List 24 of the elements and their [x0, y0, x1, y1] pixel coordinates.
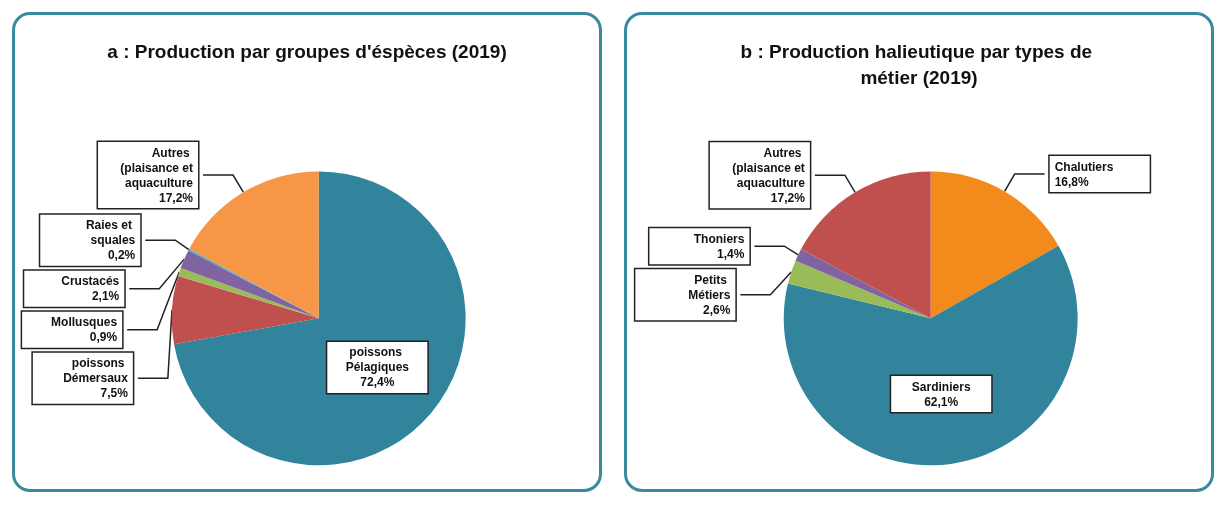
slice-label: Sardiniers: [911, 379, 971, 394]
data-label: 7,5%: [100, 386, 129, 401]
slice-label: Mollusques: [51, 315, 118, 330]
slice-label: Chalutiers: [1054, 159, 1114, 174]
slice-label: Thoniers: [693, 231, 745, 246]
slice-label: Raies et squales: [85, 218, 136, 248]
data-label: 2,1%: [91, 289, 120, 304]
data-label: 72,4%: [360, 375, 395, 390]
slice-label: Autres (plaisance et aquaculture: [732, 145, 806, 190]
slice-label: poissons Démersaux: [63, 356, 129, 386]
chart-title: b : Production halieutique par types de métier (2019): [740, 40, 1098, 88]
slice-label: Autres (plaisance et aquaculture: [120, 145, 194, 190]
slice-label: Petits Métiers: [688, 272, 731, 302]
data-label: 17,2%: [770, 190, 806, 205]
data-label: 0,9%: [89, 330, 118, 345]
data-label: 16,8%: [1054, 174, 1090, 189]
slice-label: poissons Pélagiques: [345, 345, 410, 375]
chart-title: a : Production par groupes d'éspèces (2019): [107, 40, 507, 62]
data-label: 62,1%: [924, 394, 959, 409]
data-label: 17,2%: [159, 190, 194, 205]
data-label: 1,4%: [717, 246, 745, 261]
data-label: 0,2%: [107, 248, 136, 263]
slice-label: Crustacés: [61, 274, 120, 289]
data-label: 2,6%: [703, 302, 731, 317]
